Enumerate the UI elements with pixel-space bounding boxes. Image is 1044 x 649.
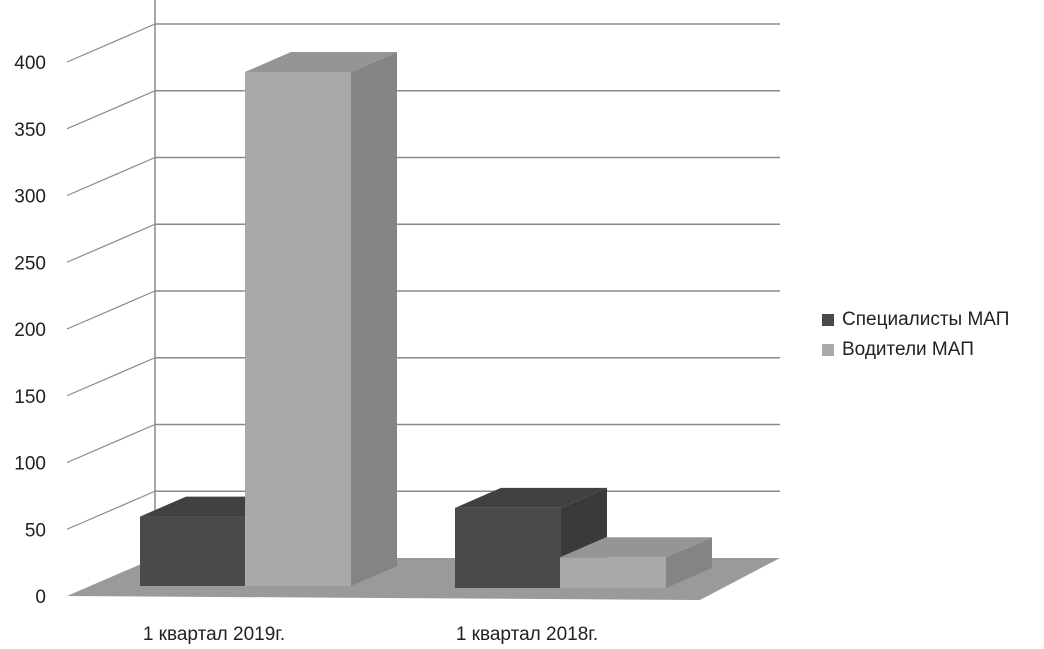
y-tick-label: 350 <box>14 120 46 141</box>
bar-drivers-1 <box>245 52 397 586</box>
bar-front-face <box>140 516 246 586</box>
side-gridline <box>66 423 156 464</box>
bar-front-face <box>245 72 351 586</box>
x-category-label: 1 квартал 2018г. <box>456 624 598 644</box>
y-tick-label: 0 <box>35 587 46 608</box>
y-tick-label: 50 <box>25 520 46 541</box>
legend-swatch-specialists <box>822 314 834 326</box>
side-gridline <box>66 490 156 530</box>
legend-label-drivers: Водители МАП <box>842 339 974 360</box>
legend-item-specialists: Специалисты МАП <box>822 305 1009 335</box>
y-tick-label: 250 <box>14 253 46 274</box>
bar-front-face <box>560 557 666 588</box>
x-category-label: 1 квартал 2019г. <box>143 624 285 644</box>
side-gridline <box>66 290 156 330</box>
bar-top-face <box>455 487 607 508</box>
y-tick-label: 300 <box>14 187 46 208</box>
bar-side-face <box>666 537 712 588</box>
bar-top-face <box>560 537 712 558</box>
y-tick-label: 150 <box>14 387 46 408</box>
side-gridline <box>66 90 156 130</box>
bar-drivers-2 <box>560 537 712 588</box>
side-gridline <box>66 156 156 197</box>
legend-label-specialists: Специалисты МАП <box>842 309 1010 330</box>
legend-swatch-drivers <box>822 344 834 356</box>
side-gridline <box>66 357 156 397</box>
bar-front-face <box>455 507 561 588</box>
legend-item-drivers: Водители МАП <box>822 335 1009 365</box>
bar-top-face <box>245 52 397 73</box>
legend: Специалисты МАП Водители МАП <box>822 305 1009 365</box>
side-gridline <box>66 223 156 263</box>
y-tick-label: 400 <box>14 53 46 74</box>
y-tick-label: 100 <box>14 454 46 475</box>
y-tick-label: 200 <box>14 320 46 341</box>
side-gridline <box>66 23 156 63</box>
bar-side-face <box>351 52 397 586</box>
